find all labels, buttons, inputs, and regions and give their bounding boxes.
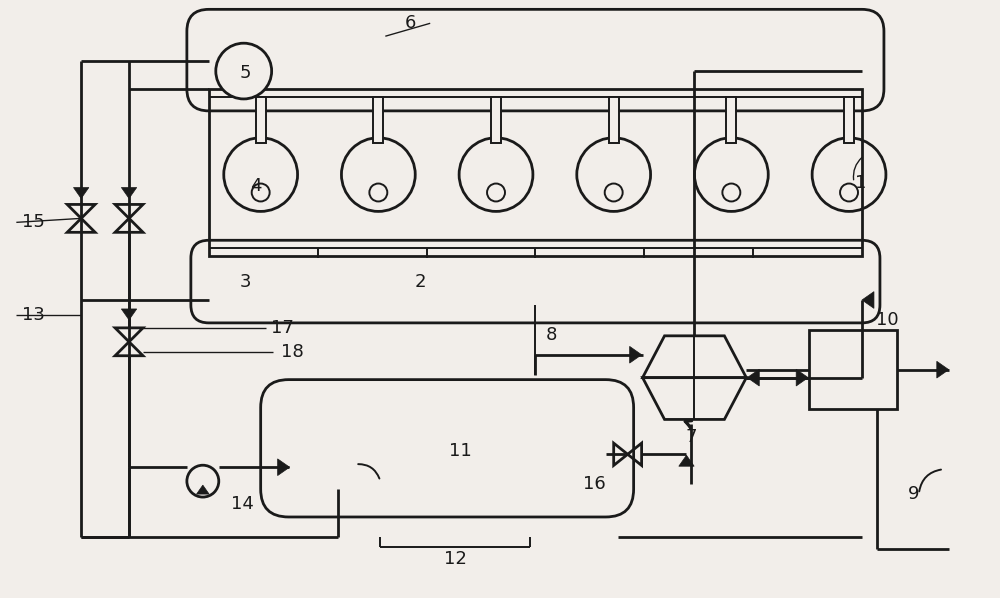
Text: 7: 7 [686,428,697,446]
Bar [256,97,266,143]
Text: 15: 15 [22,213,45,231]
Text: 18: 18 [281,343,304,361]
Text: 3: 3 [240,273,251,291]
Text: 2: 2 [414,273,426,291]
Polygon shape [747,370,759,386]
Polygon shape [278,459,290,475]
Text: 5: 5 [240,64,251,82]
Text: 16: 16 [583,475,606,493]
Bar [491,97,501,143]
Bar [609,97,619,143]
Bar [809,330,897,410]
Text: 6: 6 [405,14,416,32]
Text: 12: 12 [444,550,467,568]
Polygon shape [630,346,642,363]
Polygon shape [121,188,137,199]
Polygon shape [73,188,89,199]
Polygon shape [679,455,694,466]
Text: 8: 8 [546,326,558,344]
Text: 9: 9 [908,485,920,503]
Polygon shape [796,370,808,386]
Bar [373,97,383,143]
Polygon shape [862,292,874,309]
Text: 1: 1 [855,173,867,191]
Polygon shape [121,309,137,320]
Circle shape [216,43,272,99]
Text: 14: 14 [231,495,254,513]
Bar [209,89,862,256]
Bar [726,97,736,143]
Text: 10: 10 [876,311,898,329]
Text: 4: 4 [250,176,261,194]
Polygon shape [937,361,949,378]
Bar [844,97,854,143]
Text: 17: 17 [271,319,294,337]
Text: 13: 13 [22,306,45,324]
Text: 11: 11 [449,443,471,460]
Polygon shape [197,485,209,494]
